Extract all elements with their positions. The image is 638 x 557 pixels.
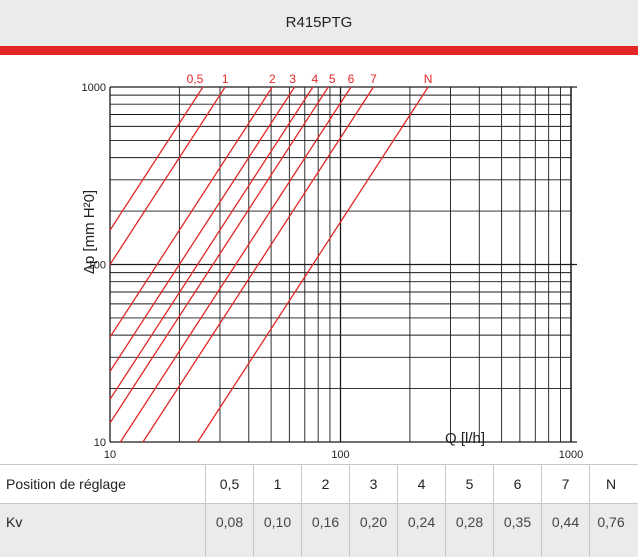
position-row-label: Position de réglage	[6, 476, 126, 492]
series-lines	[109, 86, 429, 443]
series-label-4: 3	[289, 72, 296, 86]
series-label-5: 4	[312, 72, 319, 86]
kv-cell: 0,44	[541, 504, 589, 557]
y-tick-labels: 10 100 1000	[82, 82, 106, 449]
kv-cell: 0,76	[589, 504, 632, 557]
kv-cell: 0,08	[205, 504, 253, 557]
series-label-6: 5	[329, 72, 336, 86]
kv-row-label: Kv	[6, 514, 23, 530]
series-line-9	[197, 86, 429, 443]
position-cell: 7	[541, 465, 589, 503]
position-cell: 0,5	[205, 465, 253, 503]
kv-cell: 0,20	[349, 504, 397, 557]
position-cell: 4	[397, 465, 445, 503]
kv-cell: 0,24	[397, 504, 445, 557]
x-tick-label: 100	[331, 449, 349, 461]
accent-bar	[0, 46, 638, 55]
position-cell: 1	[253, 465, 301, 503]
position-cell: 6	[493, 465, 541, 503]
header: R415PTG	[0, 0, 638, 46]
series-line-4	[109, 86, 296, 372]
y-tick-label: 10	[94, 437, 106, 449]
position-row: Position de réglage 0,5 1 2 3 4 5 6 7 N	[0, 464, 638, 503]
series-line-3	[109, 86, 273, 338]
series-line-2	[109, 86, 226, 265]
position-cell: 2	[301, 465, 349, 503]
series-line-8	[142, 86, 375, 443]
x-tick-label: 1000	[559, 449, 583, 461]
series-label-7: 6	[348, 72, 355, 86]
kv-cell: 0,28	[445, 504, 493, 557]
position-cell: 5	[445, 465, 493, 503]
series-label-1: 0,5	[187, 72, 204, 86]
y-tick-label: 100	[88, 260, 106, 272]
kv-cell: 0,16	[301, 504, 349, 557]
series-label-8: 7	[370, 72, 377, 86]
series-line-7	[119, 86, 352, 443]
series-line-1	[109, 86, 204, 231]
series-labels: 0,5 1 2 3 4 5 6 7 N	[187, 72, 433, 86]
x-axis-label: Q [l/h]	[445, 430, 485, 447]
x-tick-label: 10	[104, 449, 116, 461]
y-axis-label: Δp [mm H²0]	[81, 190, 98, 274]
series-label-2: 1	[222, 72, 229, 86]
kv-row: Kv 0,08 0,10 0,16 0,20 0,24 0,28 0,35 0,44 0,76	[0, 503, 638, 557]
position-cell: 3	[349, 465, 397, 503]
series-label-3: 2	[269, 72, 276, 86]
settings-table: Position de réglage 0,5 1 2 3 4 5 6 7 N Kv 0,08 0…	[0, 464, 638, 557]
series-line-5	[109, 86, 314, 400]
position-cell: N	[589, 465, 632, 503]
series-line-6	[109, 86, 329, 424]
kv-cell: 0,10	[253, 504, 301, 557]
x-tick-labels: 10 100 1000	[104, 449, 583, 461]
header-title: R415PTG	[285, 13, 353, 31]
kv-cell: 0,35	[493, 504, 541, 557]
y-tick-label: 1000	[82, 82, 106, 94]
series-label-9: N	[424, 72, 433, 86]
